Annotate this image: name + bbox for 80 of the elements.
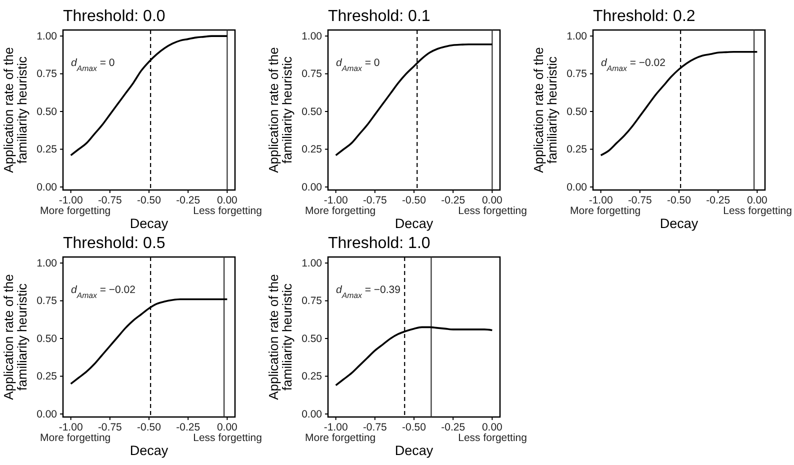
x-tick-label: -1.00 bbox=[58, 421, 83, 434]
text: More forgetting bbox=[570, 205, 641, 217]
x-tick-label: -0.50 bbox=[137, 421, 162, 434]
y-tick-label: 0.75 bbox=[302, 295, 322, 308]
y-tick-label: 1.00 bbox=[302, 30, 322, 42]
text: Less forgetting bbox=[458, 432, 528, 444]
y-tick-label: 0.25 bbox=[302, 144, 322, 156]
x-tick-label: 0.00 bbox=[216, 421, 238, 434]
x-tick-label: -0.25 bbox=[441, 421, 466, 434]
annotation: d$_{Amax}$ = −0.02 bbox=[71, 284, 136, 300]
y-axis-title: Application rate of the familiarity heuristic bbox=[531, 47, 560, 173]
x-tick-label: -0.50 bbox=[137, 194, 162, 206]
y-tick-label: 0.50 bbox=[36, 106, 58, 118]
x-tick-label: -0.25 bbox=[441, 194, 466, 206]
chart-title: Threshold: 0.5 bbox=[63, 235, 166, 252]
y-tick-label: 0.75 bbox=[36, 295, 58, 308]
y-tick-label: 0.00 bbox=[302, 181, 322, 194]
text: Less forgetting bbox=[723, 205, 792, 217]
x-tick-label: -0.75 bbox=[362, 194, 388, 206]
y-tick-label: 0.00 bbox=[36, 181, 58, 194]
x-axis-title: Decay bbox=[130, 443, 168, 458]
y-tick-label: 0.75 bbox=[566, 68, 588, 80]
y-tick-label: 1.00 bbox=[36, 257, 58, 270]
text: Less forgetting bbox=[193, 205, 262, 217]
x-tick-label: -0.75 bbox=[98, 421, 122, 434]
x-tick-label: 0.00 bbox=[482, 194, 503, 206]
y-tick-label: 0.50 bbox=[302, 106, 322, 118]
x-tick-label: 0.00 bbox=[746, 194, 768, 206]
annotation: d$_{Amax}$ = 0 bbox=[336, 57, 380, 72]
chart-title: Threshold: 0.1 bbox=[328, 8, 430, 25]
y-tick-label: 0.25 bbox=[566, 144, 588, 156]
x-tick-label: -0.75 bbox=[98, 194, 122, 206]
x-tick-label: -0.50 bbox=[402, 421, 426, 434]
text: More forgetting bbox=[40, 432, 111, 444]
text: More forgetting bbox=[40, 205, 111, 217]
x-axis-title: Decay bbox=[394, 216, 434, 231]
y-tick-label: 1.00 bbox=[566, 30, 588, 42]
y-tick-label: 0.25 bbox=[36, 144, 58, 156]
x-axis-title: Decay bbox=[130, 216, 168, 231]
x-tick-label: -1.00 bbox=[324, 194, 348, 206]
y-tick-label: 0.00 bbox=[36, 408, 58, 420]
x-axis-title: Decay bbox=[660, 216, 698, 231]
x-tick-label: 0.00 bbox=[482, 421, 503, 434]
y-tick-label: 0.75 bbox=[302, 68, 322, 80]
y-tick-label: 1.00 bbox=[302, 257, 322, 270]
text: More forgetting bbox=[305, 432, 376, 444]
y-tick-label: 0.50 bbox=[566, 106, 588, 118]
y-tick-label: 0.00 bbox=[302, 408, 322, 420]
y-axis-title: Application rate of the familiarity heuristic bbox=[1, 47, 30, 173]
x-tick-label: -0.25 bbox=[176, 194, 200, 206]
x-tick-label: -1.00 bbox=[324, 421, 348, 434]
x-tick-label: -0.75 bbox=[628, 194, 652, 206]
x-tick-label: -0.50 bbox=[667, 194, 692, 206]
y-tick-label: 0.00 bbox=[566, 181, 588, 194]
annotation: d$_{Amax}$ = −0.02 bbox=[601, 57, 666, 72]
y-tick-label: 1.00 bbox=[36, 30, 58, 42]
text: More forgetting bbox=[305, 205, 376, 217]
x-tick-label: -1.00 bbox=[58, 194, 83, 206]
y-axis-title: Application rate of the familiarity heuristic bbox=[266, 47, 295, 173]
chart-title: Threshold: 0.2 bbox=[593, 8, 696, 25]
y-tick-label: 0.50 bbox=[302, 332, 322, 345]
y-axis-title: Application rate of the familiarity heuristic bbox=[266, 274, 295, 400]
chart-title: Threshold: 0.0 bbox=[63, 8, 166, 25]
x-tick-label: -0.75 bbox=[362, 421, 388, 434]
text: Less forgetting bbox=[193, 432, 262, 444]
x-tick-label: 0.00 bbox=[216, 194, 238, 206]
x-axis-title: Decay bbox=[394, 443, 434, 458]
y-tick-label: 0.25 bbox=[302, 370, 322, 383]
y-tick-label: 0.25 bbox=[36, 370, 58, 383]
annotation: d$_{Amax}$ = −0.39 bbox=[336, 284, 401, 300]
x-tick-label: -0.50 bbox=[402, 194, 426, 206]
x-tick-label: -1.00 bbox=[588, 194, 613, 206]
x-tick-label: -0.25 bbox=[706, 194, 730, 206]
y-tick-label: 0.50 bbox=[36, 332, 58, 345]
text: Less forgetting bbox=[458, 205, 528, 217]
y-axis-title: Application rate of the familiarity heuristic bbox=[1, 274, 30, 400]
y-tick-label: 0.75 bbox=[36, 68, 58, 80]
x-tick-label: -0.25 bbox=[176, 421, 200, 434]
annotation: d$_{Amax}$ = 0 bbox=[71, 57, 115, 72]
chart-title: Threshold: 1.0 bbox=[328, 235, 430, 252]
